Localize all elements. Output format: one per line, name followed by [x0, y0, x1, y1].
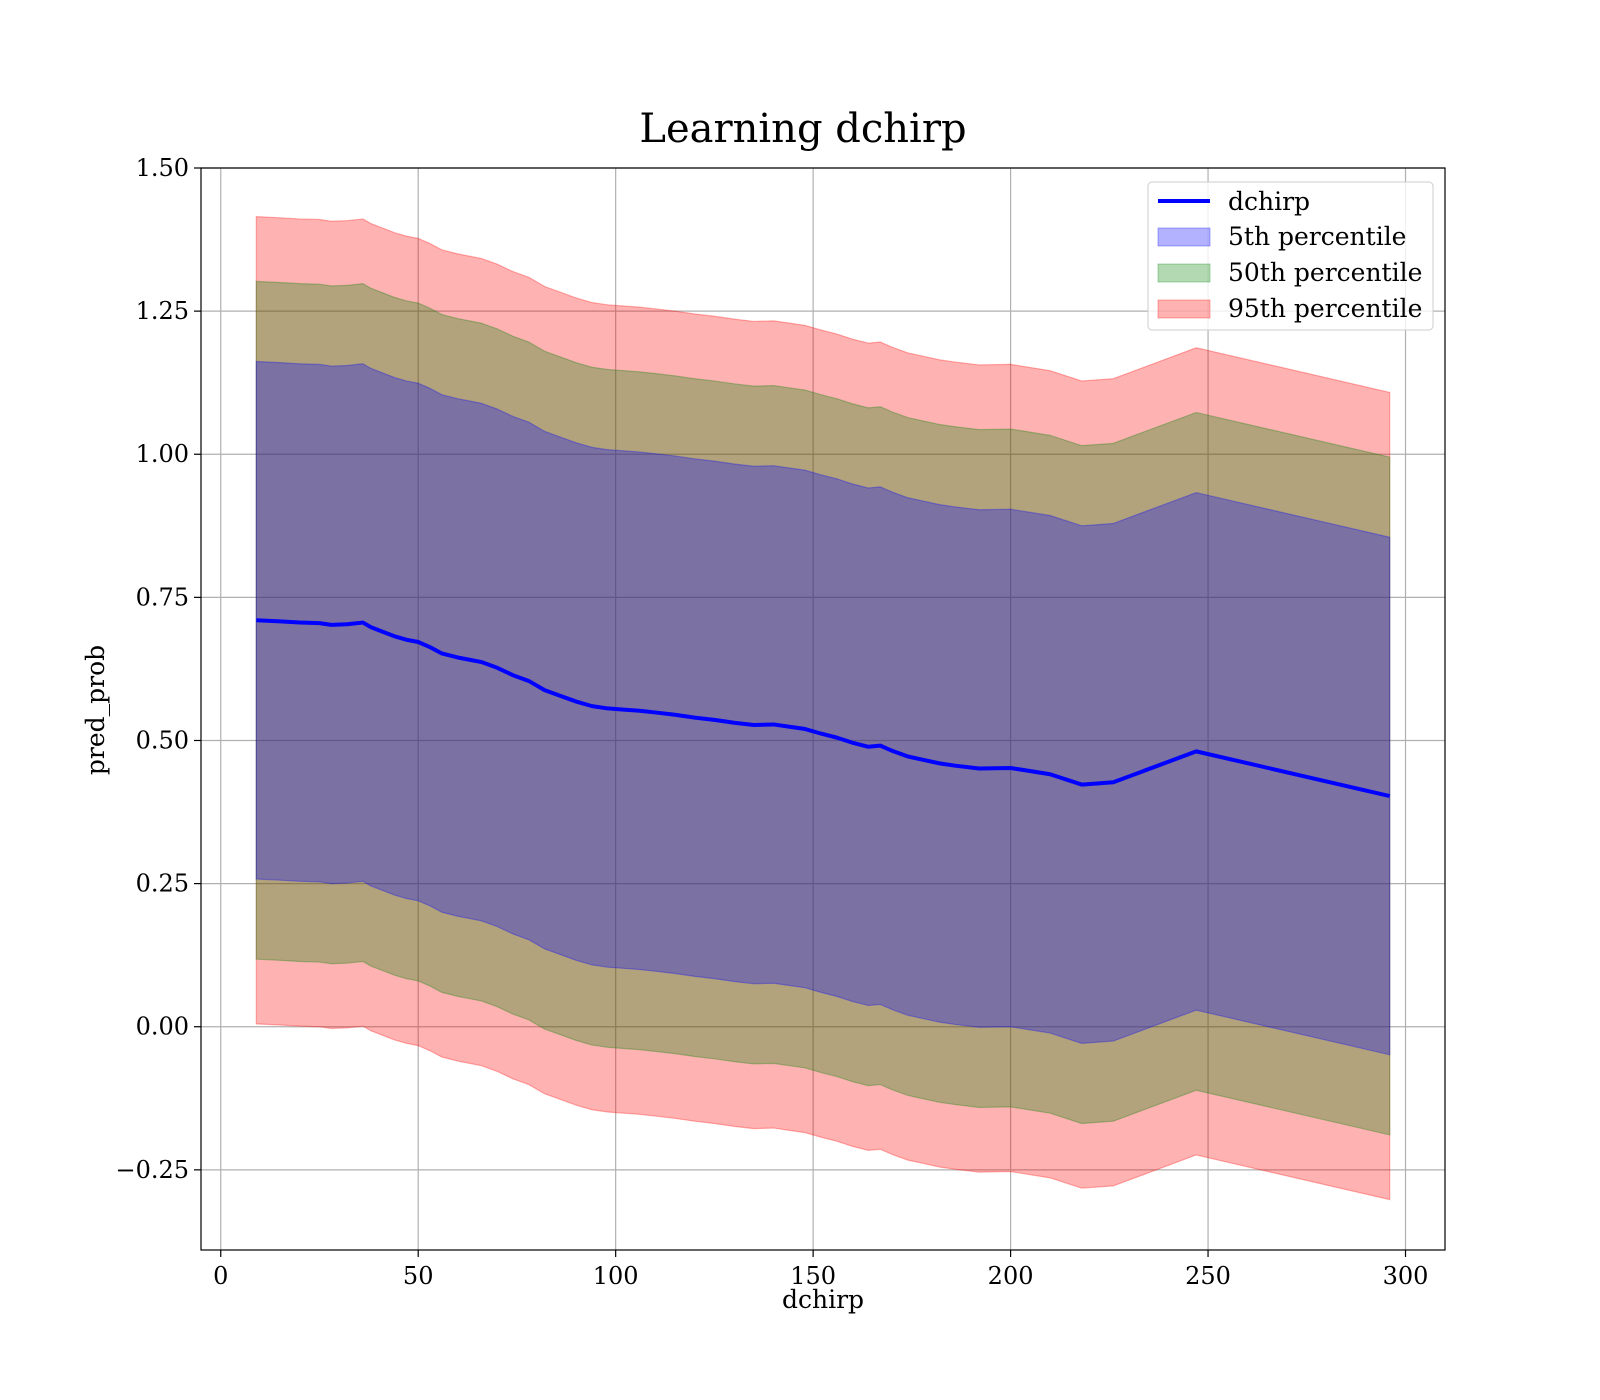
y-tick-label-3: 0.50 [136, 726, 189, 754]
x-tick-label-4: 200 [988, 1262, 1034, 1290]
band-50th-percentile [255, 280, 1391, 1136]
y-axis-ticks: −0.25 0.00 0.25 0.50 0.75 1.00 1.25 1.50 [115, 154, 201, 1184]
x-tick-label-2: 100 [593, 1262, 639, 1290]
legend-swatch-50th [1157, 263, 1211, 283]
y-tick-label-1: 0.00 [136, 1013, 189, 1041]
x-tick-label-3: 150 [790, 1262, 836, 1290]
series-lines [256, 618, 1391, 798]
legend-label-95th: 95th percentile [1228, 294, 1422, 323]
y-tick-label-2: 0.25 [136, 870, 189, 898]
x-axis-label: dchirp [782, 1285, 864, 1314]
x-tick-label-1: 50 [403, 1262, 434, 1290]
x-axis-ticks: 0 50 100 150 200 250 300 [213, 1250, 1428, 1290]
x-tick-label-5: 250 [1185, 1262, 1231, 1290]
legend: dchirp 5th percentile 50th percentile 95… [1147, 181, 1434, 331]
legend-label-50th: 50th percentile [1228, 258, 1422, 287]
band-5th-percentile [255, 360, 1391, 1056]
y-tick-label-6: 1.25 [136, 297, 189, 325]
band-95th-percentile [255, 216, 1391, 1201]
series-line-dchirp [256, 618, 1391, 798]
legend-label-dchirp: dchirp [1228, 187, 1310, 216]
legend-frame [1147, 181, 1434, 331]
x-tick-label-0: 0 [213, 1262, 228, 1290]
y-tick-label-4: 0.75 [136, 583, 189, 611]
legend-label-5th: 5th percentile [1228, 222, 1406, 251]
y-tick-label-5: 1.00 [136, 440, 189, 468]
percentile-bands [255, 216, 1391, 1201]
x-tick-label-6: 300 [1383, 1262, 1429, 1290]
legend-swatch-95th [1157, 299, 1211, 319]
y-tick-label-0: −0.25 [115, 1156, 189, 1184]
plot-frame [200, 167, 1446, 1251]
legend-swatch-5th [1157, 227, 1211, 247]
chart-title: Learning dchirp [639, 106, 966, 152]
y-tick-label-7: 1.50 [136, 154, 189, 182]
y-axis-label: pred_prob [81, 645, 110, 775]
